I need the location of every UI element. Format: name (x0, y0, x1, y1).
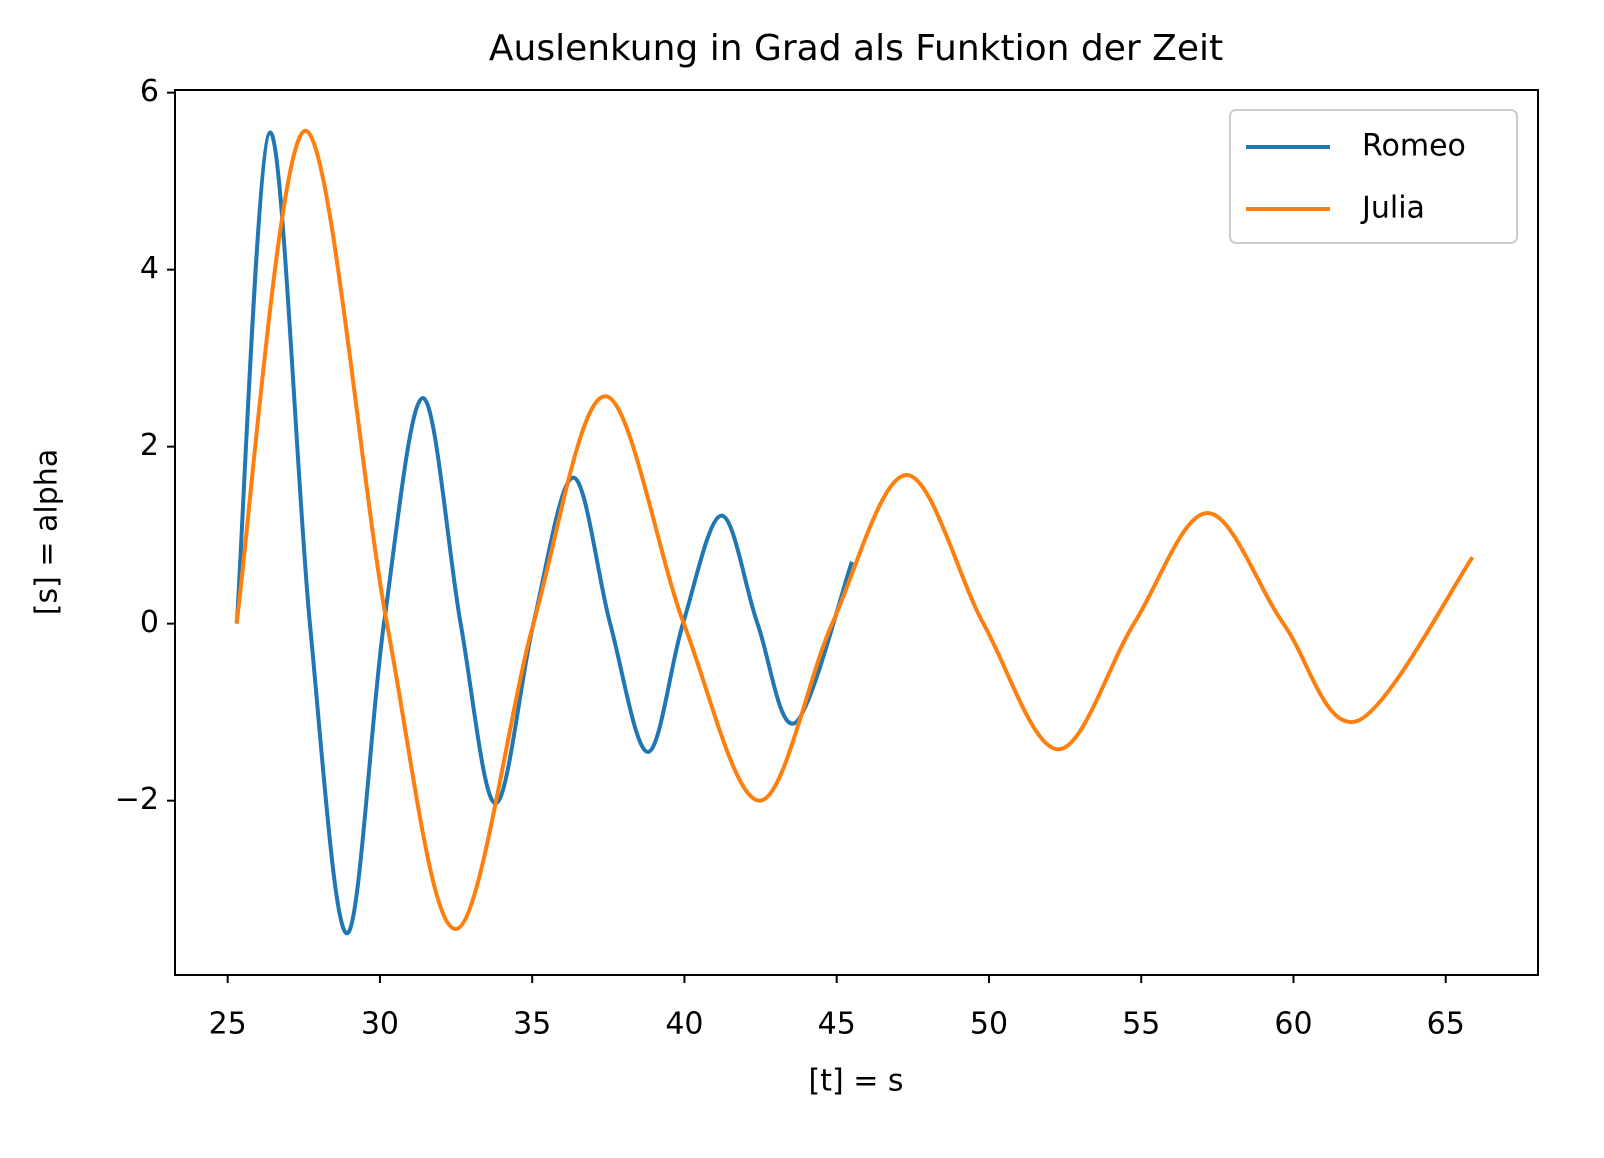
y-tick-label: 0 (140, 605, 159, 640)
line (234, 128, 1475, 931)
y-tick-label: 2 (140, 428, 159, 463)
x-tick-label: 50 (970, 1007, 1008, 1042)
x-tick-label: 40 (665, 1007, 703, 1042)
x-axis-label: [t] = s (808, 1064, 903, 1099)
chart-title: Auslenkung in Grad als Funktion der Zeit (489, 28, 1223, 69)
y-axis-label: [s] = alpha (30, 449, 65, 615)
x-tick-label: 60 (1274, 1007, 1312, 1042)
x-tick-label: 30 (361, 1007, 399, 1042)
legend-label: Julia (1360, 191, 1425, 226)
plot-frame (174, 89, 1539, 976)
x-tick-label: 25 (209, 1007, 247, 1042)
legend-label: Romeo (1362, 129, 1466, 164)
x-tick-label: 35 (513, 1007, 551, 1042)
y-tick-label: 6 (140, 74, 159, 109)
x-tick-label: 55 (1122, 1007, 1160, 1042)
line (234, 130, 854, 936)
y-tick-label: 4 (140, 251, 159, 286)
x-tick-label: 65 (1427, 1007, 1465, 1042)
x-tick-label: 45 (818, 1007, 856, 1042)
y-tick-label: −2 (115, 782, 159, 817)
